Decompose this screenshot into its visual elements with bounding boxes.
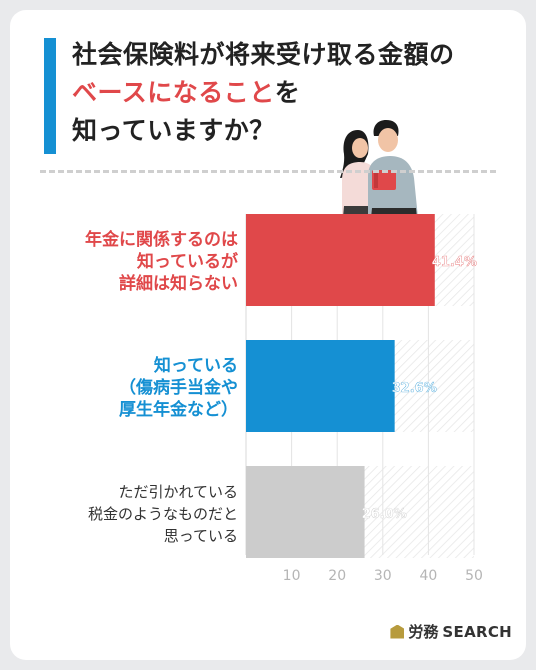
brand-logo: 労務 SEARCH bbox=[390, 621, 512, 642]
logo-text-2: SEARCH bbox=[442, 622, 512, 641]
category-label-1-line-2: 知っているが bbox=[136, 251, 238, 272]
bar-1 bbox=[246, 214, 435, 306]
value-label-3: 26.0% bbox=[362, 507, 407, 522]
x-tick-label-20: 20 bbox=[328, 568, 346, 584]
title-line-2: ベースになることを bbox=[72, 74, 512, 112]
value-label-1: 41.4% bbox=[432, 255, 477, 270]
category-label-3-line-2: 税金のようなものだと bbox=[88, 505, 238, 523]
title-accent-bar bbox=[44, 38, 56, 154]
x-tick-label-40: 40 bbox=[419, 568, 437, 584]
chart-title: 社会保険料が将来受け取る金額の ベースになることを 知っていますか？ bbox=[72, 36, 512, 150]
logo-icon bbox=[390, 624, 405, 639]
divider-dashed bbox=[40, 170, 496, 173]
infographic-card: 社会保険料が将来受け取る金額の ベースになることを 知っていますか？ 41.4%… bbox=[10, 10, 526, 660]
category-label-2-line-1: 知っている bbox=[153, 355, 238, 376]
logo-text-1: 労務 bbox=[408, 623, 439, 641]
x-tick-label-50: 50 bbox=[465, 568, 483, 584]
title-line-2-rest: を bbox=[274, 78, 301, 107]
category-label-3-line-1: ただ引かれている bbox=[118, 483, 238, 501]
x-tick-label-30: 30 bbox=[374, 568, 392, 584]
category-label-2-line-2: （傷病手当金や bbox=[119, 377, 238, 398]
x-tick-label-10: 10 bbox=[283, 568, 301, 584]
title-line-1: 社会保険料が将来受け取る金額の bbox=[72, 40, 455, 69]
value-label-2: 32.6% bbox=[392, 381, 437, 396]
bar-2 bbox=[246, 340, 395, 432]
bar-3 bbox=[246, 466, 365, 558]
category-label-3-line-3: 思っている bbox=[164, 527, 238, 545]
category-label-1-line-3: 詳細は知らない bbox=[119, 273, 238, 294]
title-line-3: 知っていますか？ bbox=[72, 116, 275, 145]
title-highlight: ベースになること bbox=[72, 78, 275, 107]
category-label-2-line-3: 厚生年金など） bbox=[119, 399, 238, 420]
category-label-1-line-1: 年金に関係するのは bbox=[85, 229, 238, 250]
